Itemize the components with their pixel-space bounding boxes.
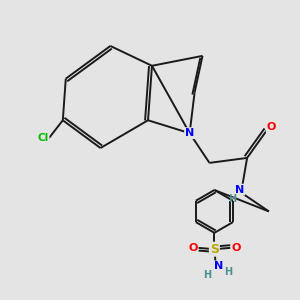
Text: O: O	[231, 243, 241, 253]
Text: O: O	[188, 243, 198, 253]
Text: N: N	[185, 128, 194, 138]
Text: N: N	[235, 184, 244, 195]
Text: S: S	[210, 243, 219, 256]
Text: N: N	[214, 261, 223, 272]
Text: H: H	[203, 270, 211, 280]
Text: H: H	[224, 267, 232, 277]
Text: O: O	[267, 122, 276, 132]
Text: H: H	[228, 194, 236, 204]
Text: Cl: Cl	[38, 133, 49, 143]
